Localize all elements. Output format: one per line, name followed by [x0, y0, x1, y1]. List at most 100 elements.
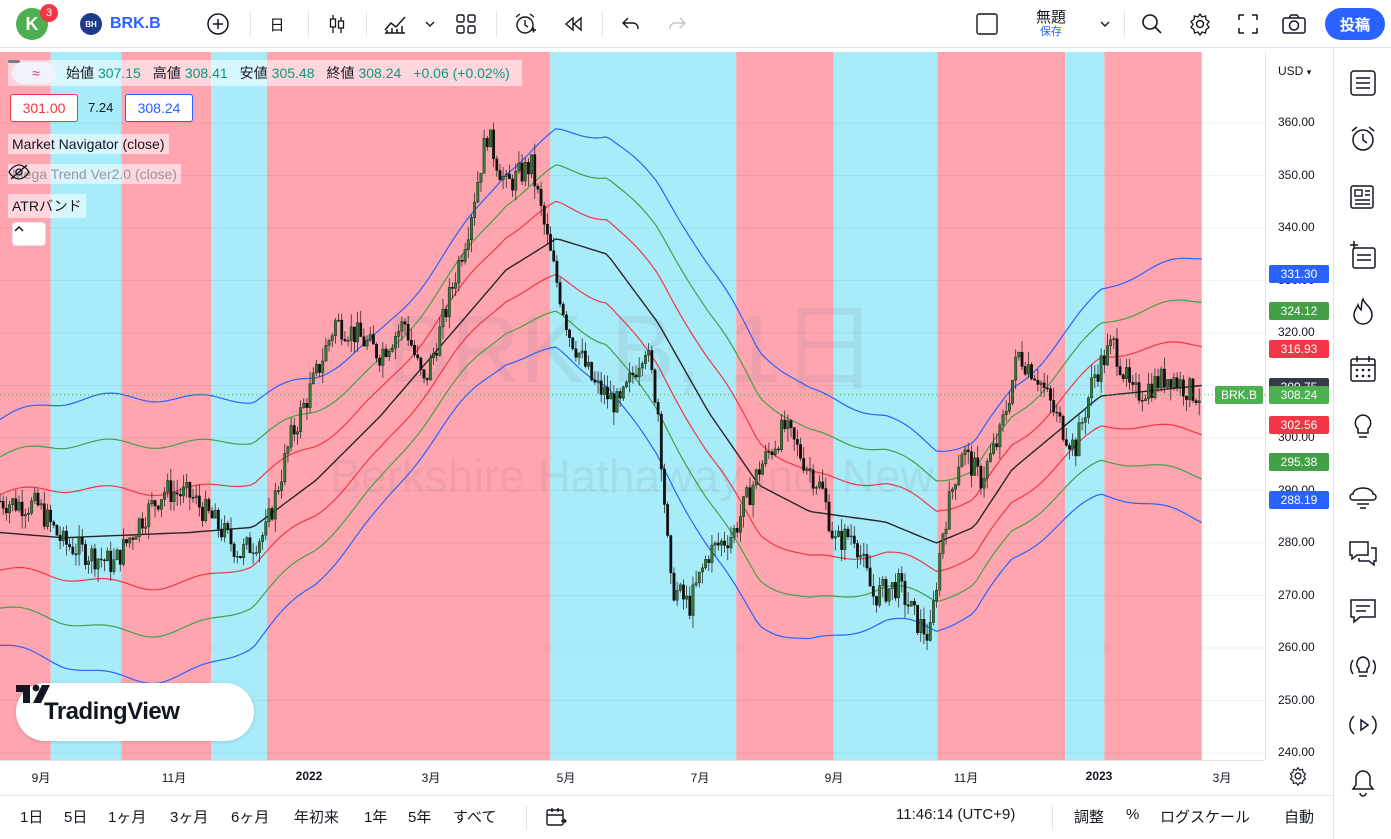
symbol-search-button[interactable]: BH BRK.B — [80, 8, 161, 40]
buy-price-button[interactable]: 308.24 — [125, 94, 193, 122]
candle-down — [748, 487, 752, 506]
interval-button[interactable]: 日 — [262, 8, 292, 40]
undo-button[interactable] — [616, 8, 646, 40]
redo-button[interactable] — [662, 8, 692, 40]
price-chart[interactable]: BRK.B, 1日 Berkshire Hathaway Inc. New — [0, 52, 1265, 760]
low-value: 305.48 — [271, 65, 315, 81]
candle-down — [1023, 366, 1027, 375]
publish-button[interactable]: 投稿 — [1325, 8, 1385, 40]
watchlist-button[interactable] — [1346, 66, 1380, 100]
indicators-icon — [384, 16, 406, 34]
news-button[interactable] — [1346, 180, 1380, 214]
candle-up — [780, 419, 783, 450]
candle-down — [726, 545, 730, 549]
layout-name-button[interactable]: 無題 保存 — [1018, 8, 1084, 40]
hotlist-button[interactable] — [1346, 294, 1380, 328]
candle-up — [204, 499, 208, 521]
symbol-price-tag: BRK.B — [1215, 385, 1263, 404]
auto-scale-toggle[interactable]: 自動 — [1284, 809, 1315, 826]
candle-up — [46, 509, 49, 527]
layout-dropdown[interactable] — [1094, 8, 1116, 40]
candle-down — [229, 529, 233, 545]
range-6m[interactable]: 6ヶ月 — [231, 809, 270, 826]
range-1d[interactable]: 1日 — [20, 809, 44, 826]
settings-button[interactable] — [1184, 8, 1216, 40]
candle-up — [245, 537, 249, 545]
candle-down — [435, 353, 439, 356]
indicator-legend-atr-band[interactable]: ATRバンド — [8, 194, 86, 218]
candle-up — [159, 499, 163, 510]
add-list-icon — [1350, 241, 1376, 269]
chats-button[interactable] — [1346, 536, 1380, 570]
streams-button[interactable] — [1346, 480, 1380, 514]
replay-play-button[interactable] — [1346, 708, 1380, 742]
adjust-toggle[interactable]: 調整 — [1074, 809, 1105, 826]
price-tick: 270.00 — [1278, 587, 1315, 602]
time-axis[interactable]: 9月 11月 2022 3月 5月 7月 9月 11月 2023 3月 — [0, 760, 1265, 790]
candle-up — [302, 403, 306, 408]
alerts-button[interactable] — [1346, 122, 1380, 156]
collapse-legend-button[interactable] — [12, 222, 46, 246]
currency-selector[interactable]: USD ▾ — [1278, 64, 1311, 78]
indicators-button[interactable] — [378, 8, 412, 40]
candle-down — [792, 427, 796, 440]
add-list-button[interactable] — [1346, 238, 1380, 272]
messages-button[interactable] — [1346, 594, 1380, 628]
candle-down — [599, 380, 603, 396]
ideas-button[interactable] — [1346, 410, 1380, 444]
range-1y[interactable]: 1年 — [364, 809, 388, 826]
percent-toggle[interactable]: % — [1126, 806, 1140, 823]
indicator-legend-market-navigator[interactable]: Market Navigator (close) — [8, 134, 169, 154]
search-button[interactable] — [1136, 8, 1168, 40]
legend-toggle-button[interactable]: ≈ — [8, 60, 56, 84]
log-scale-toggle[interactable]: ログスケール — [1160, 809, 1251, 826]
fullscreen-button[interactable] — [1232, 8, 1264, 40]
atr-band-inner-upper — [0, 200, 1202, 512]
candle-down — [131, 537, 135, 540]
time-tick: 9月 — [824, 771, 844, 785]
price-axis[interactable]: USD ▾ 360.00350.00340.00330.00320.00310.… — [1265, 52, 1333, 760]
axis-settings-button[interactable] — [1285, 763, 1311, 789]
layout-button[interactable] — [972, 8, 1002, 40]
go-to-date-button[interactable] — [544, 805, 568, 834]
candle-down — [1163, 368, 1166, 388]
broadcast-button[interactable] — [1346, 650, 1380, 684]
range-1m[interactable]: 1ヶ月 — [108, 809, 147, 826]
templates-button[interactable] — [450, 8, 482, 40]
eye-off-icon[interactable] — [8, 164, 30, 180]
camera-icon — [1282, 14, 1306, 34]
candle-down — [232, 543, 236, 557]
compare-button[interactable] — [203, 8, 233, 40]
candle-down — [583, 350, 587, 367]
sell-price-button[interactable]: 301.00 — [10, 94, 78, 122]
indicators-dropdown[interactable] — [420, 8, 440, 40]
range-5d[interactable]: 5日 — [64, 809, 88, 826]
candle-down — [201, 506, 204, 521]
calendar-button[interactable] — [1346, 352, 1380, 386]
range-5y[interactable]: 5年 — [408, 809, 432, 826]
candle-up — [349, 326, 353, 341]
candle-up — [96, 558, 100, 570]
range-ytd[interactable]: 年初来 — [294, 809, 340, 826]
chart-type-button[interactable] — [322, 8, 352, 40]
candle-up — [390, 347, 394, 352]
tradingview-logo[interactable]: TradingView — [16, 683, 254, 741]
candle-down — [656, 402, 660, 415]
candle-down — [871, 586, 875, 597]
snapshot-button[interactable] — [1278, 8, 1310, 40]
chart-pane[interactable]: BRK.B, 1日 Berkshire Hathaway Inc. New ≈ … — [0, 52, 1265, 760]
replay-button[interactable] — [558, 8, 588, 40]
candle-down — [118, 549, 122, 565]
alert-button[interactable] — [510, 8, 540, 40]
candle-down — [84, 544, 87, 565]
indicator-legend-mega-trend[interactable]: Mega Trend Ver2.0 (close) — [8, 164, 181, 184]
clock-timezone[interactable]: 11:46:14 (UTC+9) — [896, 806, 1016, 823]
candle-down — [444, 309, 448, 318]
range-all[interactable]: すべて — [453, 809, 497, 826]
chevron-down-icon — [1100, 21, 1110, 27]
range-3m[interactable]: 3ヶ月 — [170, 809, 209, 826]
notifications-button[interactable] — [1346, 766, 1380, 800]
candle-up — [938, 553, 942, 591]
candle-down — [707, 559, 711, 563]
